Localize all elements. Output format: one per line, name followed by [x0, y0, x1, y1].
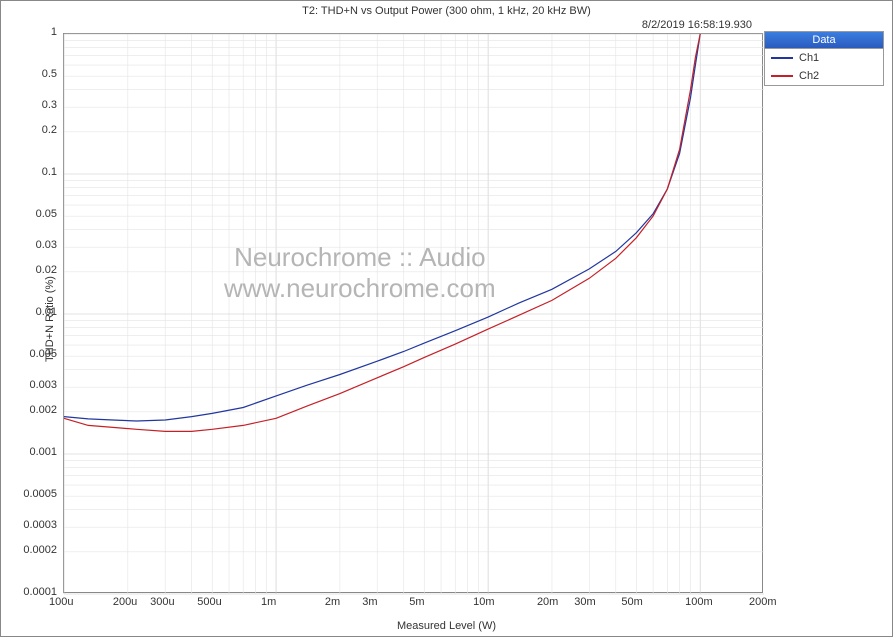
legend-header: Data: [765, 32, 883, 49]
y-tick-label: 0.001: [29, 446, 57, 458]
y-tick-label: 0.0003: [23, 519, 57, 531]
y-tick-label: 0.0005: [23, 488, 57, 500]
y-tick-label: 0.1: [42, 166, 57, 178]
y-tick-label: 0.003: [29, 379, 57, 391]
y-tick-label: 1: [51, 26, 57, 38]
plot-area: Neurochrome :: Audio www.neurochrome.com: [63, 33, 763, 593]
chart-title: T2: THD+N vs Output Power (300 ohm, 1 kH…: [302, 5, 591, 17]
y-tick-label: 0.0002: [23, 544, 57, 556]
x-axis-label: Measured Level (W): [397, 620, 496, 632]
lines-svg: [64, 34, 762, 592]
y-tick-label: 0.02: [36, 264, 57, 276]
x-tick-label: 200u: [113, 596, 137, 608]
legend: Data Ch1 Ch2: [764, 31, 884, 86]
y-tick-label: 0.2: [42, 124, 57, 136]
legend-swatch-icon: [771, 57, 793, 59]
x-tick-label: 50m: [621, 596, 642, 608]
chart-container: T2: THD+N vs Output Power (300 ohm, 1 kH…: [0, 0, 893, 637]
y-tick-label: 0.03: [36, 239, 57, 251]
x-tick-label: 200m: [749, 596, 777, 608]
x-tick-label: 10m: [473, 596, 494, 608]
legend-item[interactable]: Ch1: [765, 49, 883, 67]
x-tick-label: 2m: [325, 596, 340, 608]
x-tick-label: 1m: [261, 596, 276, 608]
y-tick-label: 0.3: [42, 99, 57, 111]
x-tick-label: 100m: [685, 596, 713, 608]
timestamp: 8/2/2019 16:58:19.930: [642, 19, 752, 31]
y-tick-label: 0.002: [29, 404, 57, 416]
x-tick-label: 20m: [537, 596, 558, 608]
x-tick-label: 100u: [49, 596, 73, 608]
x-tick-label: 30m: [574, 596, 595, 608]
y-tick-label: 0.05: [36, 208, 57, 220]
x-tick-label: 3m: [362, 596, 377, 608]
y-tick-label: 0.5: [42, 68, 57, 80]
x-tick-label: 5m: [409, 596, 424, 608]
legend-label: Ch2: [799, 70, 819, 82]
x-tick-label: 500u: [197, 596, 221, 608]
legend-swatch-icon: [771, 75, 793, 77]
y-axis-label: THD+N Ratio (%): [44, 276, 56, 362]
legend-label: Ch1: [799, 52, 819, 64]
legend-item[interactable]: Ch2: [765, 67, 883, 85]
x-tick-label: 300u: [150, 596, 174, 608]
